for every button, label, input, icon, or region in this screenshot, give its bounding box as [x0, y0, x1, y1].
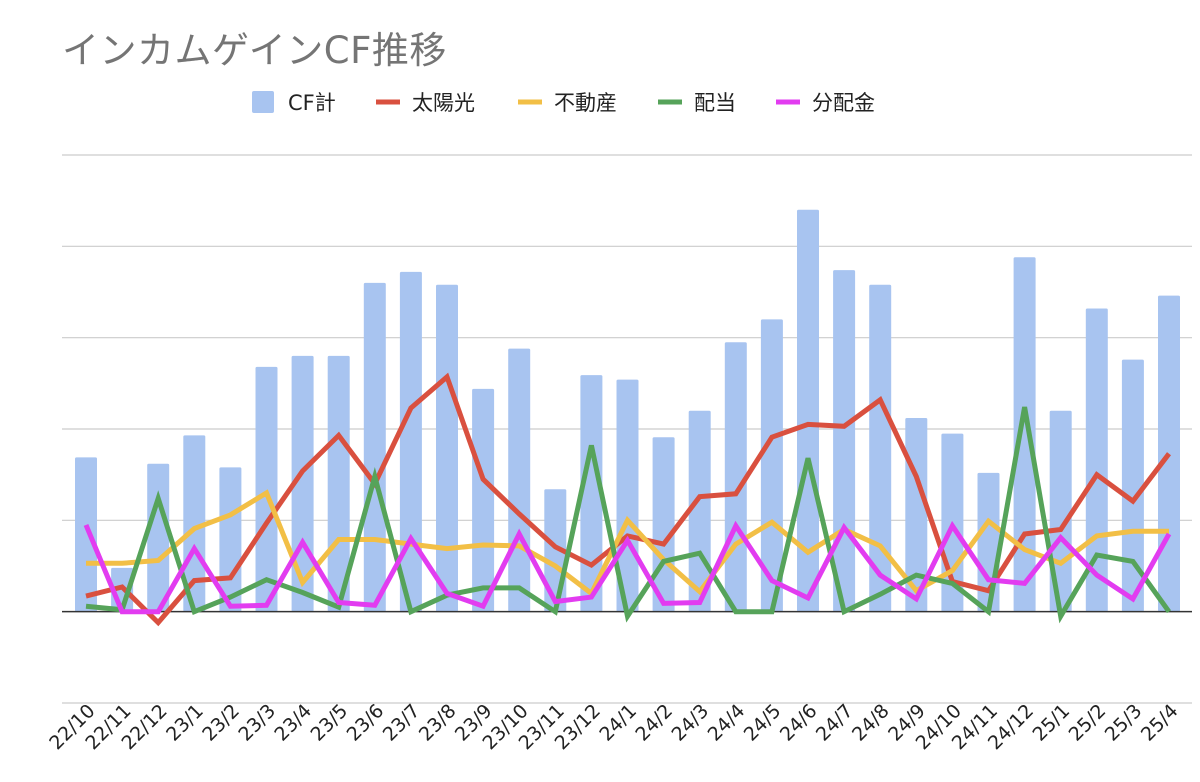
- bar-cf-total: [724, 342, 747, 612]
- bar-cf-total: [472, 388, 495, 612]
- legend-label: 太陽光: [412, 91, 475, 115]
- bar-cf-total: [1121, 359, 1144, 612]
- legend: CF計 太陽光 不動産 配当 分配金: [252, 91, 875, 115]
- x-tick-label: 25/3: [1101, 700, 1147, 746]
- bar-cf-total: [147, 463, 170, 612]
- chart-title: インカムゲインCF推移: [62, 29, 447, 72]
- x-tick-label: 25/2: [1065, 700, 1111, 746]
- legend-label: CF計: [288, 91, 336, 115]
- bar-cf-total: [75, 457, 97, 612]
- bar-cf-total: [363, 282, 386, 612]
- bar-cf-total: [1158, 295, 1180, 612]
- x-tick-label: 24/6: [776, 700, 822, 746]
- x-tick-label: 23/4: [270, 700, 316, 746]
- line-series: [83, 372, 1172, 627]
- x-tick-label: 23/1: [162, 700, 208, 746]
- line-不動産: [86, 489, 1169, 598]
- bar-cf-total: [399, 271, 422, 612]
- x-tick-label: 24/3: [668, 700, 714, 746]
- bar-cf-total: [1013, 257, 1036, 612]
- x-tick-label: 23/5: [307, 700, 353, 746]
- x-tick-label: 23/3: [234, 700, 280, 746]
- x-tick-label: 24/2: [631, 700, 677, 746]
- bar-cf-total: [255, 366, 278, 612]
- bar-cf-total: [833, 270, 856, 612]
- bar-cf-total: [508, 348, 531, 612]
- x-tick-label: 23/8: [415, 700, 461, 746]
- legend-label: 配当: [694, 91, 736, 115]
- bar-cf-total: [580, 375, 603, 612]
- x-tick-label: 23/7: [379, 700, 425, 746]
- x-tick-label: 25/1: [1029, 700, 1075, 746]
- x-tick-label: 24/7: [812, 700, 858, 746]
- x-tick-label: 24/5: [740, 700, 786, 746]
- bar-cf-total: [219, 467, 242, 612]
- x-axis-tick-labels: 22/1022/1122/1223/123/223/323/423/523/62…: [45, 700, 1182, 754]
- bar-cf-total: [760, 319, 783, 612]
- legend-label: 分配金: [812, 91, 875, 115]
- legend-label: 不動産: [554, 91, 617, 115]
- x-tick-label: 24/1: [595, 700, 641, 746]
- bar-cf-total: [436, 284, 458, 612]
- line-分配金: [83, 520, 1172, 615]
- bar-cf-total: [869, 284, 892, 612]
- x-tick-label: 25/4: [1137, 700, 1183, 746]
- x-tick-label: 23/2: [198, 700, 244, 746]
- x-tick-label: 24/4: [704, 700, 750, 746]
- line-配当: [85, 406, 1172, 624]
- x-tick-label: 23/6: [343, 700, 389, 746]
- bar-cf-total: [797, 209, 819, 612]
- bar-cf-total: [183, 435, 206, 612]
- legend-swatch: [252, 91, 274, 113]
- x-tick-label: 24/8: [848, 700, 894, 746]
